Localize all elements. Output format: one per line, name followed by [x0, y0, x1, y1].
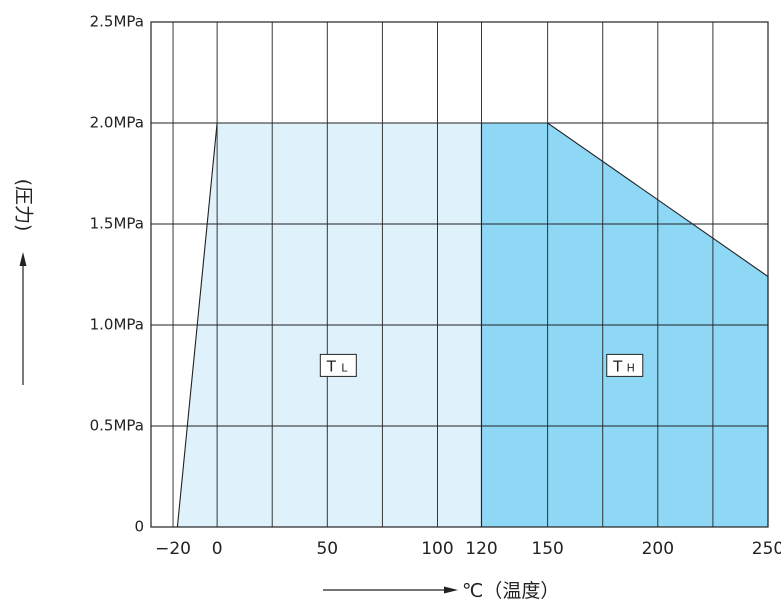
- y-tick-label: 0: [134, 518, 144, 536]
- y-tick-label: 2.5MPa: [90, 13, 144, 31]
- y-tick-label: 1.0MPa: [90, 316, 144, 334]
- region-label-sub: L: [341, 361, 348, 374]
- plot-frame-layer: [150, 21, 769, 528]
- y-axis-arrow-head: [19, 252, 27, 266]
- x-tick-label: −20: [155, 539, 191, 559]
- x-tick-label: 150: [531, 539, 563, 559]
- x-tick-label: 100: [421, 539, 453, 559]
- y-tick-label: 1.5MPa: [90, 215, 144, 233]
- region-label-main: T: [326, 357, 337, 375]
- region-label-box: [319, 353, 357, 377]
- x-axis-arrow-head: [444, 586, 458, 594]
- plot-frame: [150, 21, 769, 528]
- region-label-sub: H: [627, 361, 635, 374]
- region-label-main: T: [612, 357, 623, 375]
- y-tick-labels: 0 0.5MPa 1.0MPa 1.5MPa 2.0MPa 2.5MPa: [90, 13, 144, 536]
- y-tick-label: 0.5MPa: [90, 417, 144, 435]
- y-tick-label: 2.0MPa: [90, 114, 144, 132]
- y-axis-label: (圧力): [13, 179, 35, 232]
- x-tick-label: 250: [752, 539, 781, 559]
- x-tick-label: 120: [465, 539, 497, 559]
- x-tick-labels: −20 0 50 100 120 150 200 250: [155, 539, 781, 559]
- x-tick-label: 0: [212, 539, 223, 559]
- x-axis-label: ℃（温度）: [462, 580, 559, 602]
- region-label-box: [606, 353, 644, 377]
- x-tick-label: 200: [642, 539, 674, 559]
- x-tick-label: 50: [316, 539, 338, 559]
